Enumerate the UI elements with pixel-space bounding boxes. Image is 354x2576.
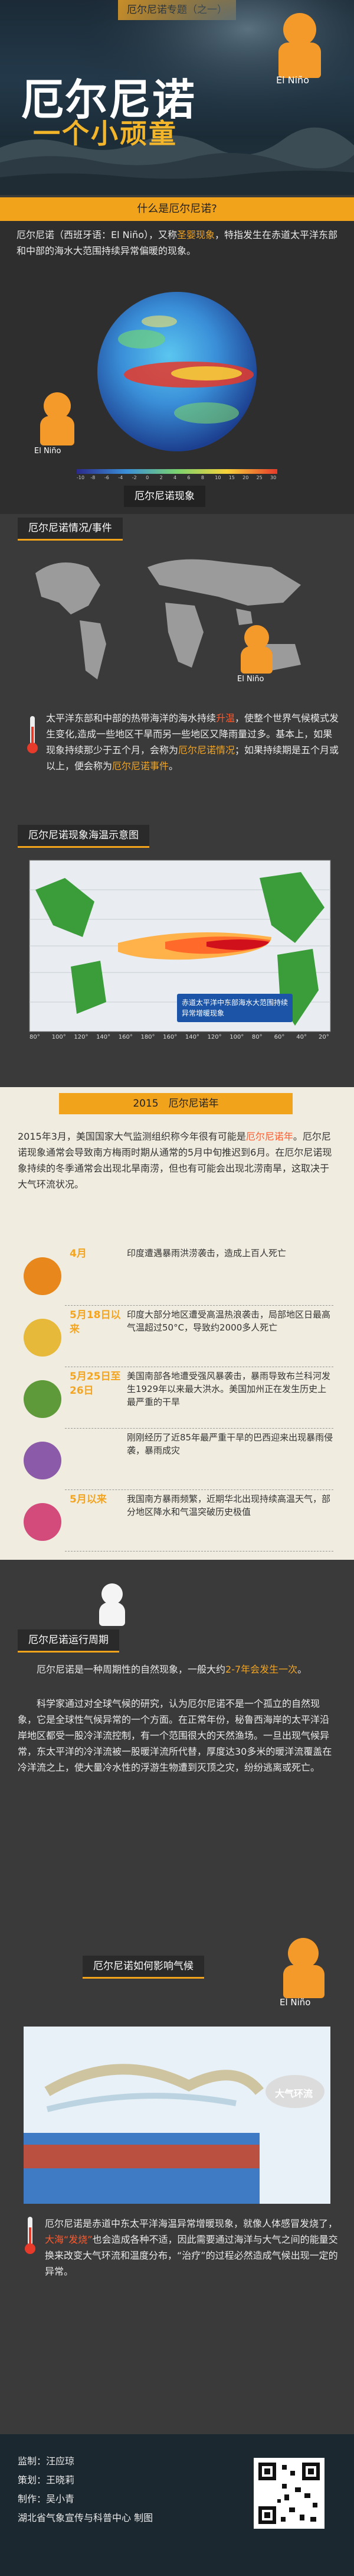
event-text: 印度大部分地区遭受高温热浪袭击，局部地区日最高气温超过50°C，导致约2000多… — [127, 1309, 331, 1333]
scale-tick: 2 — [159, 475, 163, 480]
climate-tab: 厄尔尼诺如何影响气候 — [83, 1956, 204, 1979]
scale-tick: 6 — [187, 475, 191, 480]
map-x-tick: 140° — [96, 1034, 111, 1040]
event-image — [24, 1257, 61, 1295]
event-divider — [65, 1550, 333, 1552]
scale-tick: -4 — [118, 475, 123, 480]
el-nino-mascot-5: El Niño — [277, 1938, 330, 2009]
what-heading: 什么是厄尔尼诺? — [137, 203, 217, 215]
el-nino-mascot-3: El Niño — [236, 625, 277, 684]
el-nino-mascot-2: El Niño — [34, 392, 81, 457]
event-image — [24, 1380, 61, 1418]
world-map — [35, 559, 301, 679]
map-x-tick: 80° — [251, 1034, 263, 1040]
map-x-tick: 40° — [296, 1034, 307, 1040]
scale-tick: -8 — [90, 475, 96, 480]
map-x-tick: 120° — [207, 1034, 222, 1040]
scale-tick: 25 — [256, 475, 263, 480]
map-section: 厄尔尼诺现象海温示意图 赤道太平洋中东部海水大范围持续异常增暖现象 80° 100… — [0, 821, 354, 1087]
map-x-tick: 100° — [51, 1034, 66, 1040]
year-intro: 2015年3月，美国国家大气监测组织称今年很有可能是厄尔尼诺年。厄尔尼诺现象通常… — [18, 1131, 332, 1190]
map-x-tick: 120° — [74, 1034, 88, 1040]
el-nino-mascot: El Niño — [270, 13, 329, 86]
year-tab: 2015 厄尔尼诺年 — [59, 1093, 293, 1114]
what-heading-bar: 什么是厄尔尼诺? — [0, 197, 354, 221]
event-item: 刚刚经历了近85年最严重干旱的巴西迎来出现暴雨侵袭，暴雨成灾 — [18, 1431, 336, 1490]
event-divider — [65, 1489, 333, 1490]
hero-title: 厄尔尼诺 — [21, 75, 196, 125]
event-item: 5月以来 我国南方暴雨频繁，近期华北出现持续高温天气，部分地区降水和气温突破历史极… — [18, 1492, 336, 1552]
event-text: 美国南部各地遭受强风暴袭击，暴雨导致布兰科河发生1929年以来最大洪水。美国加州… — [127, 1371, 331, 1407]
scale-tick: 30 — [270, 475, 277, 480]
credit-planner: 策划：王晓莉 — [18, 2474, 75, 2486]
scale-tick: 15 — [228, 475, 235, 480]
thermometer-icon-2 — [25, 2217, 35, 2254]
map-x-tick: 160° — [163, 1034, 178, 1040]
globe-caption: 厄尔尼诺现象 — [124, 486, 205, 507]
hero-subtitle: 一个小顽童 — [33, 118, 178, 149]
el-nino-mascot-4 — [94, 1583, 130, 1631]
situation-text: 太平洋东部和中部的热带海洋的海水持续升温，使整个世界气候模式发生变化,造成一些地… — [46, 713, 339, 772]
event-text: 刚刚经历了近85年最严重干旱的巴西迎来出现暴雨侵袭，暴雨成灾 — [127, 1432, 333, 1456]
year-section: 2015 厄尔尼诺年 2015年3月，美国国家大气监测组织称今年很有可能是厄尔尼… — [0, 1087, 354, 1560]
event-image — [24, 1442, 61, 1479]
cloud-label: 大气环流 — [275, 2088, 313, 2099]
cycle-section: 厄尔尼诺运行周期 厄尔尼诺是一种周期性的自然现象，一般大约2-7年会发生一次。 … — [0, 1560, 354, 1837]
credits: 监制：汪应琼 策划：王晓莉 制作：吴小青 湖北省气象宣传与科普中心 制图 — [18, 2452, 195, 2528]
climate-diagram — [24, 2027, 330, 2204]
event-item: 4月 印度遭遇暴雨洪涝袭击，造成上百人死亡 — [18, 1247, 336, 1306]
map-x-tick: 80° — [30, 1034, 40, 1040]
hero-banner: 厄尔尼诺专题（之一） 厄尔尼诺 一个小顽童 El Niño — [0, 0, 354, 195]
globe-image — [97, 292, 257, 451]
situation-tab: 厄尔尼诺情况/事件 — [18, 518, 123, 541]
credit-org: 湖北省气象宣传与科普中心 制图 — [18, 2512, 153, 2523]
thermometer-icon — [27, 716, 38, 753]
event-date: 4月 — [70, 1248, 87, 1260]
event-image — [24, 1319, 61, 1357]
scale-tick: 4 — [173, 475, 177, 480]
event-date: 5月以来 — [70, 1494, 107, 1505]
event-text: 我国南方暴雨频繁，近期华北出现持续高温天气，部分地区降水和气温突破历史极值 — [127, 1494, 331, 1517]
event-item: 5月18日以来 印度大部分地区遭受高温热浪袭击，局部地区日最高气温超过50°C，导… — [18, 1308, 336, 1367]
event-divider — [65, 1305, 333, 1306]
scale-tick: -2 — [132, 475, 137, 480]
credit-supervisor: 监制：汪应琼 — [18, 2455, 75, 2467]
event-date: 5月25日至26日 — [70, 1371, 121, 1397]
color-scale — [77, 469, 277, 474]
map-x-tick: 160° — [118, 1034, 133, 1040]
event-divider — [65, 1366, 333, 1367]
scale-tick: 20 — [242, 475, 249, 480]
scale-tick: 0 — [146, 475, 149, 480]
scale-tick: -10 — [77, 475, 85, 480]
map-callout: 赤道太平洋中东部海水大范围持续异常增暖现象 — [177, 994, 293, 1022]
qr-code-icon[interactable] — [254, 2458, 324, 2529]
event-item: 5月25日至26日 美国南部各地遭受强风暴袭击，暴雨导致布兰科河发生1929年以来… — [18, 1370, 336, 1429]
credit-maker: 制作：吴小青 — [18, 2493, 75, 2505]
sky-background — [0, 0, 354, 195]
event-divider — [65, 1427, 333, 1429]
climate-text: 厄尔尼诺是赤道中东太平洋海温异常增暖现象，就像人体感冒发烧了，大海“发烧”也会造… — [45, 2218, 338, 2277]
scale-ticks: -10 -8 -6 -4 -2 0 2 4 6 8 10 15 20 25 30 — [77, 475, 277, 482]
climate-section: 厄尔尼诺如何影响气候 El Niño 大气环流 厄尔尼诺是赤道中东太平洋海温异常… — [0, 1837, 354, 2434]
map-x-tick: 100° — [230, 1034, 244, 1040]
event-image — [24, 1503, 61, 1541]
cycle-p2: 科学家通过对全球气候的研究，认为厄尔尼诺不是一个孤立的自然现象，它是全球性气候异… — [18, 1698, 332, 1773]
map-x-tick: 20° — [319, 1034, 329, 1040]
map-x-tick: 140° — [185, 1034, 199, 1040]
cycle-tab: 厄尔尼诺运行周期 — [18, 1629, 119, 1653]
footer: 监制：汪应琼 策划：王晓莉 制作：吴小青 湖北省气象宣传与科普中心 制图 — [0, 2434, 354, 2576]
event-text: 印度遭遇暴雨洪涝袭击，造成上百人死亡 — [127, 1248, 287, 1258]
what-section: 厄尔尼诺（西班牙语：El Niño），又称圣婴现象，特指发生在赤道太平洋东部和中… — [0, 221, 354, 514]
map-tab: 厄尔尼诺现象海温示意图 — [18, 825, 149, 848]
cycle-p1: 厄尔尼诺是一种周期性的自然现象，一般大约2-7年会发生一次。 — [37, 1664, 307, 1675]
situation-section: 厄尔尼诺情况/事件 El Niño 太平洋东部和中部的热带海洋的海水持续升温，使… — [0, 514, 354, 821]
map-x-ticks: 80° 100° 120° 140° 160° 180° 160° 140° 120° 100° 8… — [30, 1034, 330, 1042]
what-text: 厄尔尼诺（西班牙语：El Niño），又称圣婴现象，特指发生在赤道太平洋东部和中… — [17, 229, 338, 256]
event-date: 5月18日以来 — [70, 1309, 121, 1335]
scale-tick: 10 — [215, 475, 221, 480]
scale-tick: 8 — [201, 475, 204, 480]
map-x-tick: 180° — [140, 1034, 155, 1040]
map-x-tick: 60° — [274, 1034, 285, 1040]
scale-tick: -6 — [104, 475, 109, 480]
